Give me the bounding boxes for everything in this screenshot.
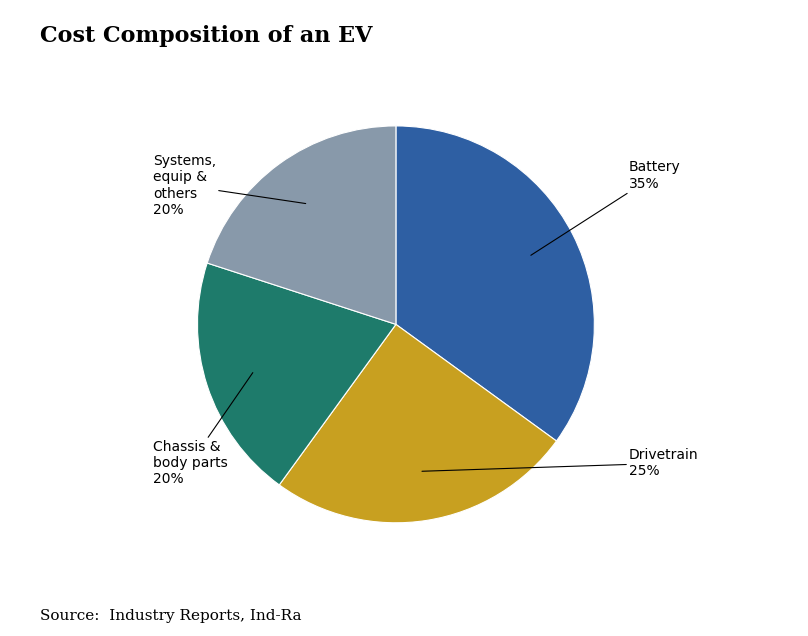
Text: Battery
35%: Battery 35% [531,160,681,255]
Wedge shape [396,126,595,441]
Text: Source:  Industry Reports, Ind-Ra: Source: Industry Reports, Ind-Ra [40,609,302,623]
Wedge shape [197,263,396,485]
Text: Chassis &
body parts
20%: Chassis & body parts 20% [153,373,253,487]
Wedge shape [207,126,396,324]
Text: Drivetrain
25%: Drivetrain 25% [422,448,699,478]
Text: Systems,
equip &
others
20%: Systems, equip & others 20% [153,154,305,217]
Wedge shape [280,324,557,523]
Text: Cost Composition of an EV: Cost Composition of an EV [40,25,373,48]
